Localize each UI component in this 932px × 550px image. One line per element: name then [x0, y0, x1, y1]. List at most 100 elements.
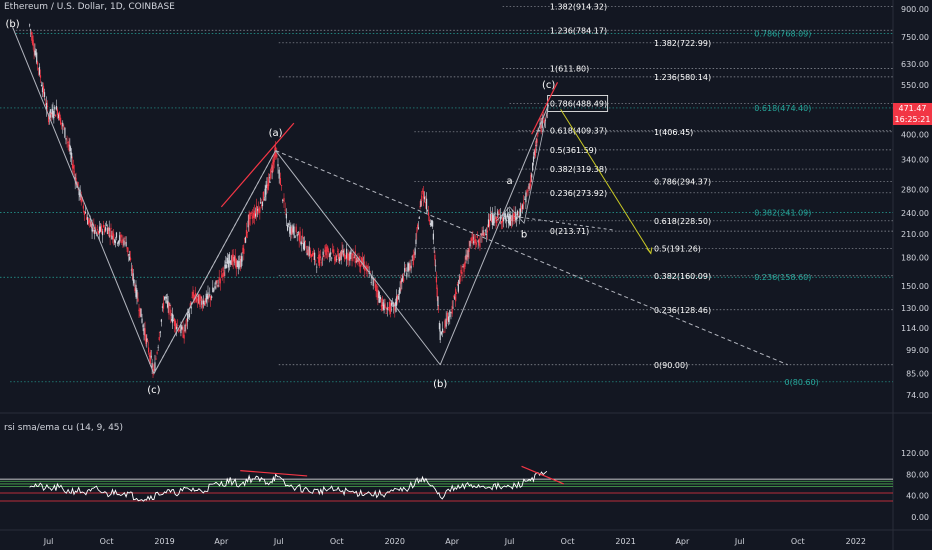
candle-body: [83, 211, 86, 216]
candle-body: [78, 189, 80, 196]
candle-body: [166, 300, 168, 303]
fib-level-label: 0(213.71): [550, 227, 589, 236]
candle-body: [187, 309, 190, 313]
candle-body: [202, 300, 205, 305]
candle-body: [294, 235, 296, 238]
candle-body: [374, 282, 376, 288]
fib-levels: 1.382(914.32) 0.786(768.09) 1.236(784.17) 1…: [0, 3, 893, 387]
candle-body: [432, 221, 434, 227]
candle-body: [200, 296, 202, 299]
candle-body: [209, 294, 211, 296]
candle-body: [80, 194, 82, 203]
candle-body: [438, 308, 440, 310]
candle-body: [490, 214, 492, 221]
candle-body: [113, 239, 116, 243]
candle-body: [271, 171, 273, 173]
fib-level-label: 1.382(722.99): [654, 39, 711, 48]
candle-body: [143, 328, 145, 335]
y-tick-label: 114.00: [901, 324, 929, 333]
candle-body: [178, 329, 180, 332]
candle-body: [82, 205, 84, 209]
candle-body: [234, 256, 236, 263]
candle-body: [525, 192, 527, 203]
candle-body: [424, 201, 427, 204]
candle-body: [298, 232, 300, 241]
candle-body: [229, 261, 231, 264]
candle-body: [142, 324, 144, 328]
candle-body: [259, 207, 261, 214]
candle-body: [297, 231, 299, 233]
candle-body: [378, 291, 380, 299]
candle-body: [66, 139, 68, 141]
candle-body: [504, 213, 507, 220]
candle-body: [296, 234, 298, 237]
fib-level-label: 0.786(294.37): [654, 178, 711, 187]
candle-body: [70, 152, 72, 155]
arrow-head: [646, 247, 653, 255]
candle-body: [366, 265, 368, 272]
candle-body: [36, 61, 39, 65]
candle-body: [205, 293, 207, 303]
candle-body: [543, 120, 545, 123]
wave-label: b: [521, 230, 527, 241]
candle-body: [333, 249, 335, 254]
x-tick-label: 2021: [615, 537, 635, 546]
candle-body: [389, 303, 392, 314]
candle-body: [301, 242, 303, 244]
candle-body: [107, 227, 109, 234]
candle-body: [198, 294, 200, 305]
candle-body: [403, 278, 405, 282]
candle-body: [199, 297, 201, 307]
candle-body: [318, 254, 320, 263]
candle-body: [248, 214, 250, 225]
candle-body: [450, 312, 452, 313]
candle-body: [289, 226, 291, 234]
candle-body: [386, 307, 388, 310]
candle-body: [290, 224, 292, 235]
candle-body: [418, 217, 420, 219]
candle-body: [412, 254, 414, 266]
candle-body: [179, 329, 181, 332]
wave-line: [439, 104, 550, 365]
candle-body: [168, 302, 170, 315]
candle-body: [499, 215, 502, 221]
candle-body: [508, 214, 511, 225]
fib-level-label: 0.382(241.09): [754, 209, 811, 218]
candle-body: [253, 210, 256, 219]
candle-body: [422, 191, 425, 199]
candle-body: [523, 201, 525, 205]
candle-body: [434, 254, 436, 261]
candle-body: [438, 322, 441, 330]
red-trendline: [531, 82, 559, 135]
candle-body: [104, 227, 107, 231]
candle-body: [226, 264, 228, 269]
candle-body: [130, 269, 133, 271]
candle-body: [60, 117, 62, 125]
candle-body: [427, 212, 430, 216]
candle-body: [269, 182, 271, 183]
candle-body: [382, 302, 384, 306]
candle-body: [488, 219, 491, 227]
candle-body: [531, 173, 533, 178]
candle-body: [527, 189, 529, 191]
y-tick-label: 900.00: [901, 5, 929, 14]
last-price-badge: 471.47: [893, 103, 932, 114]
candle-body: [470, 238, 472, 241]
candle-body: [127, 247, 129, 253]
candle-body: [406, 272, 408, 277]
price-series: [29, 23, 549, 379]
candle-body: [47, 115, 50, 123]
candle-body: [149, 352, 151, 364]
candle-body: [176, 326, 178, 330]
candle-body: [415, 239, 417, 244]
candle-body: [469, 241, 471, 247]
candle-body: [310, 254, 313, 257]
candle-body: [407, 263, 409, 272]
candle-body: [114, 240, 117, 244]
candle-body: [331, 257, 333, 259]
candle-body: [61, 122, 63, 124]
candle-body: [340, 250, 342, 260]
candle-body: [212, 287, 214, 293]
candle-body: [455, 293, 458, 294]
